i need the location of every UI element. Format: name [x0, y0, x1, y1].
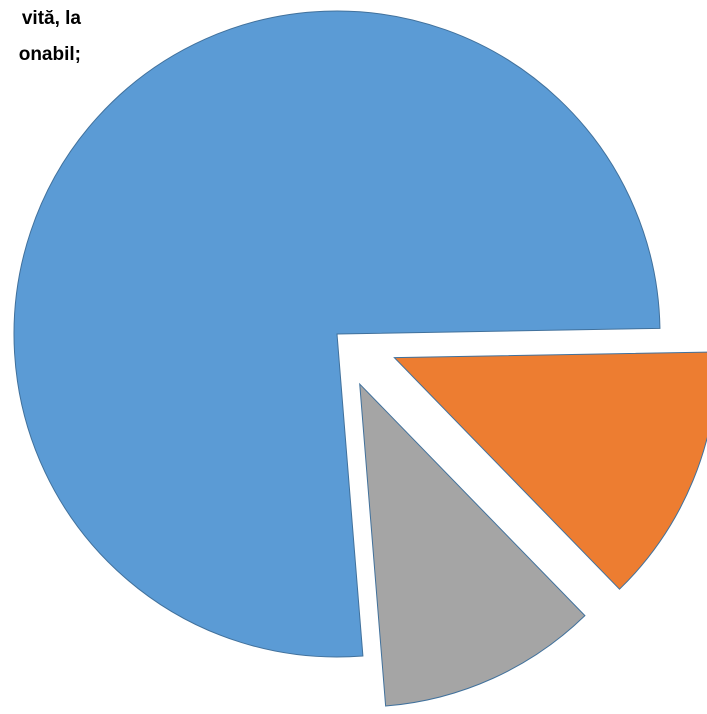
pie-slice-orange [393, 351, 707, 590]
pie-slice-gray [359, 382, 586, 707]
caption-fragment-line-1: vită, la [21, 8, 81, 29]
caption-fragment-line-2: onabil; [18, 44, 81, 65]
pie-slice-blue [13, 10, 661, 658]
